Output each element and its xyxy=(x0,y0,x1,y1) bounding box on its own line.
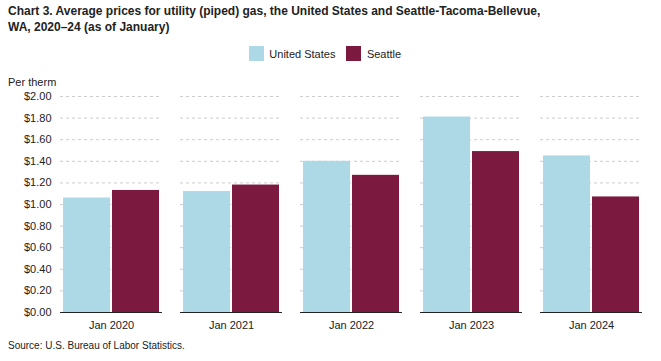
svg-text:$1.60: $1.60 xyxy=(24,133,52,145)
svg-text:$0.60: $0.60 xyxy=(24,241,52,253)
svg-text:$0.80: $0.80 xyxy=(24,219,52,231)
svg-text:Jan 2020: Jan 2020 xyxy=(89,319,134,331)
svg-text:$1.20: $1.20 xyxy=(24,176,52,188)
html-text:Source: U.S. Bureau of Labor S: Source: U.S. Bureau of Labor Statistics. xyxy=(8,339,185,351)
svg-text:$1.40: $1.40 xyxy=(24,155,52,167)
html-text:Chart 3. Average prices for ut: Chart 3. Average prices for utility (pip… xyxy=(8,4,541,34)
svg-text:$1.00: $1.00 xyxy=(24,198,52,210)
svg-text:$0.20: $0.20 xyxy=(24,284,52,296)
svg-text:Jan 2023: Jan 2023 xyxy=(449,319,494,331)
svg-text:$0.40: $0.40 xyxy=(24,263,52,275)
html-text:United States: United States xyxy=(269,47,336,60)
html-text:Per therm: Per therm xyxy=(8,75,57,88)
svg-text:Jan 2021: Jan 2021 xyxy=(209,319,254,331)
html-text:Seattle: Seattle xyxy=(366,47,402,60)
svg-text:Jan 2024: Jan 2024 xyxy=(569,319,614,331)
svg-text:$1.80: $1.80 xyxy=(24,111,52,123)
svg-text:$0.00: $0.00 xyxy=(24,306,52,318)
svg-text:$2.00: $2.00 xyxy=(24,90,52,102)
svg-text:Jan 2022: Jan 2022 xyxy=(329,319,374,331)
